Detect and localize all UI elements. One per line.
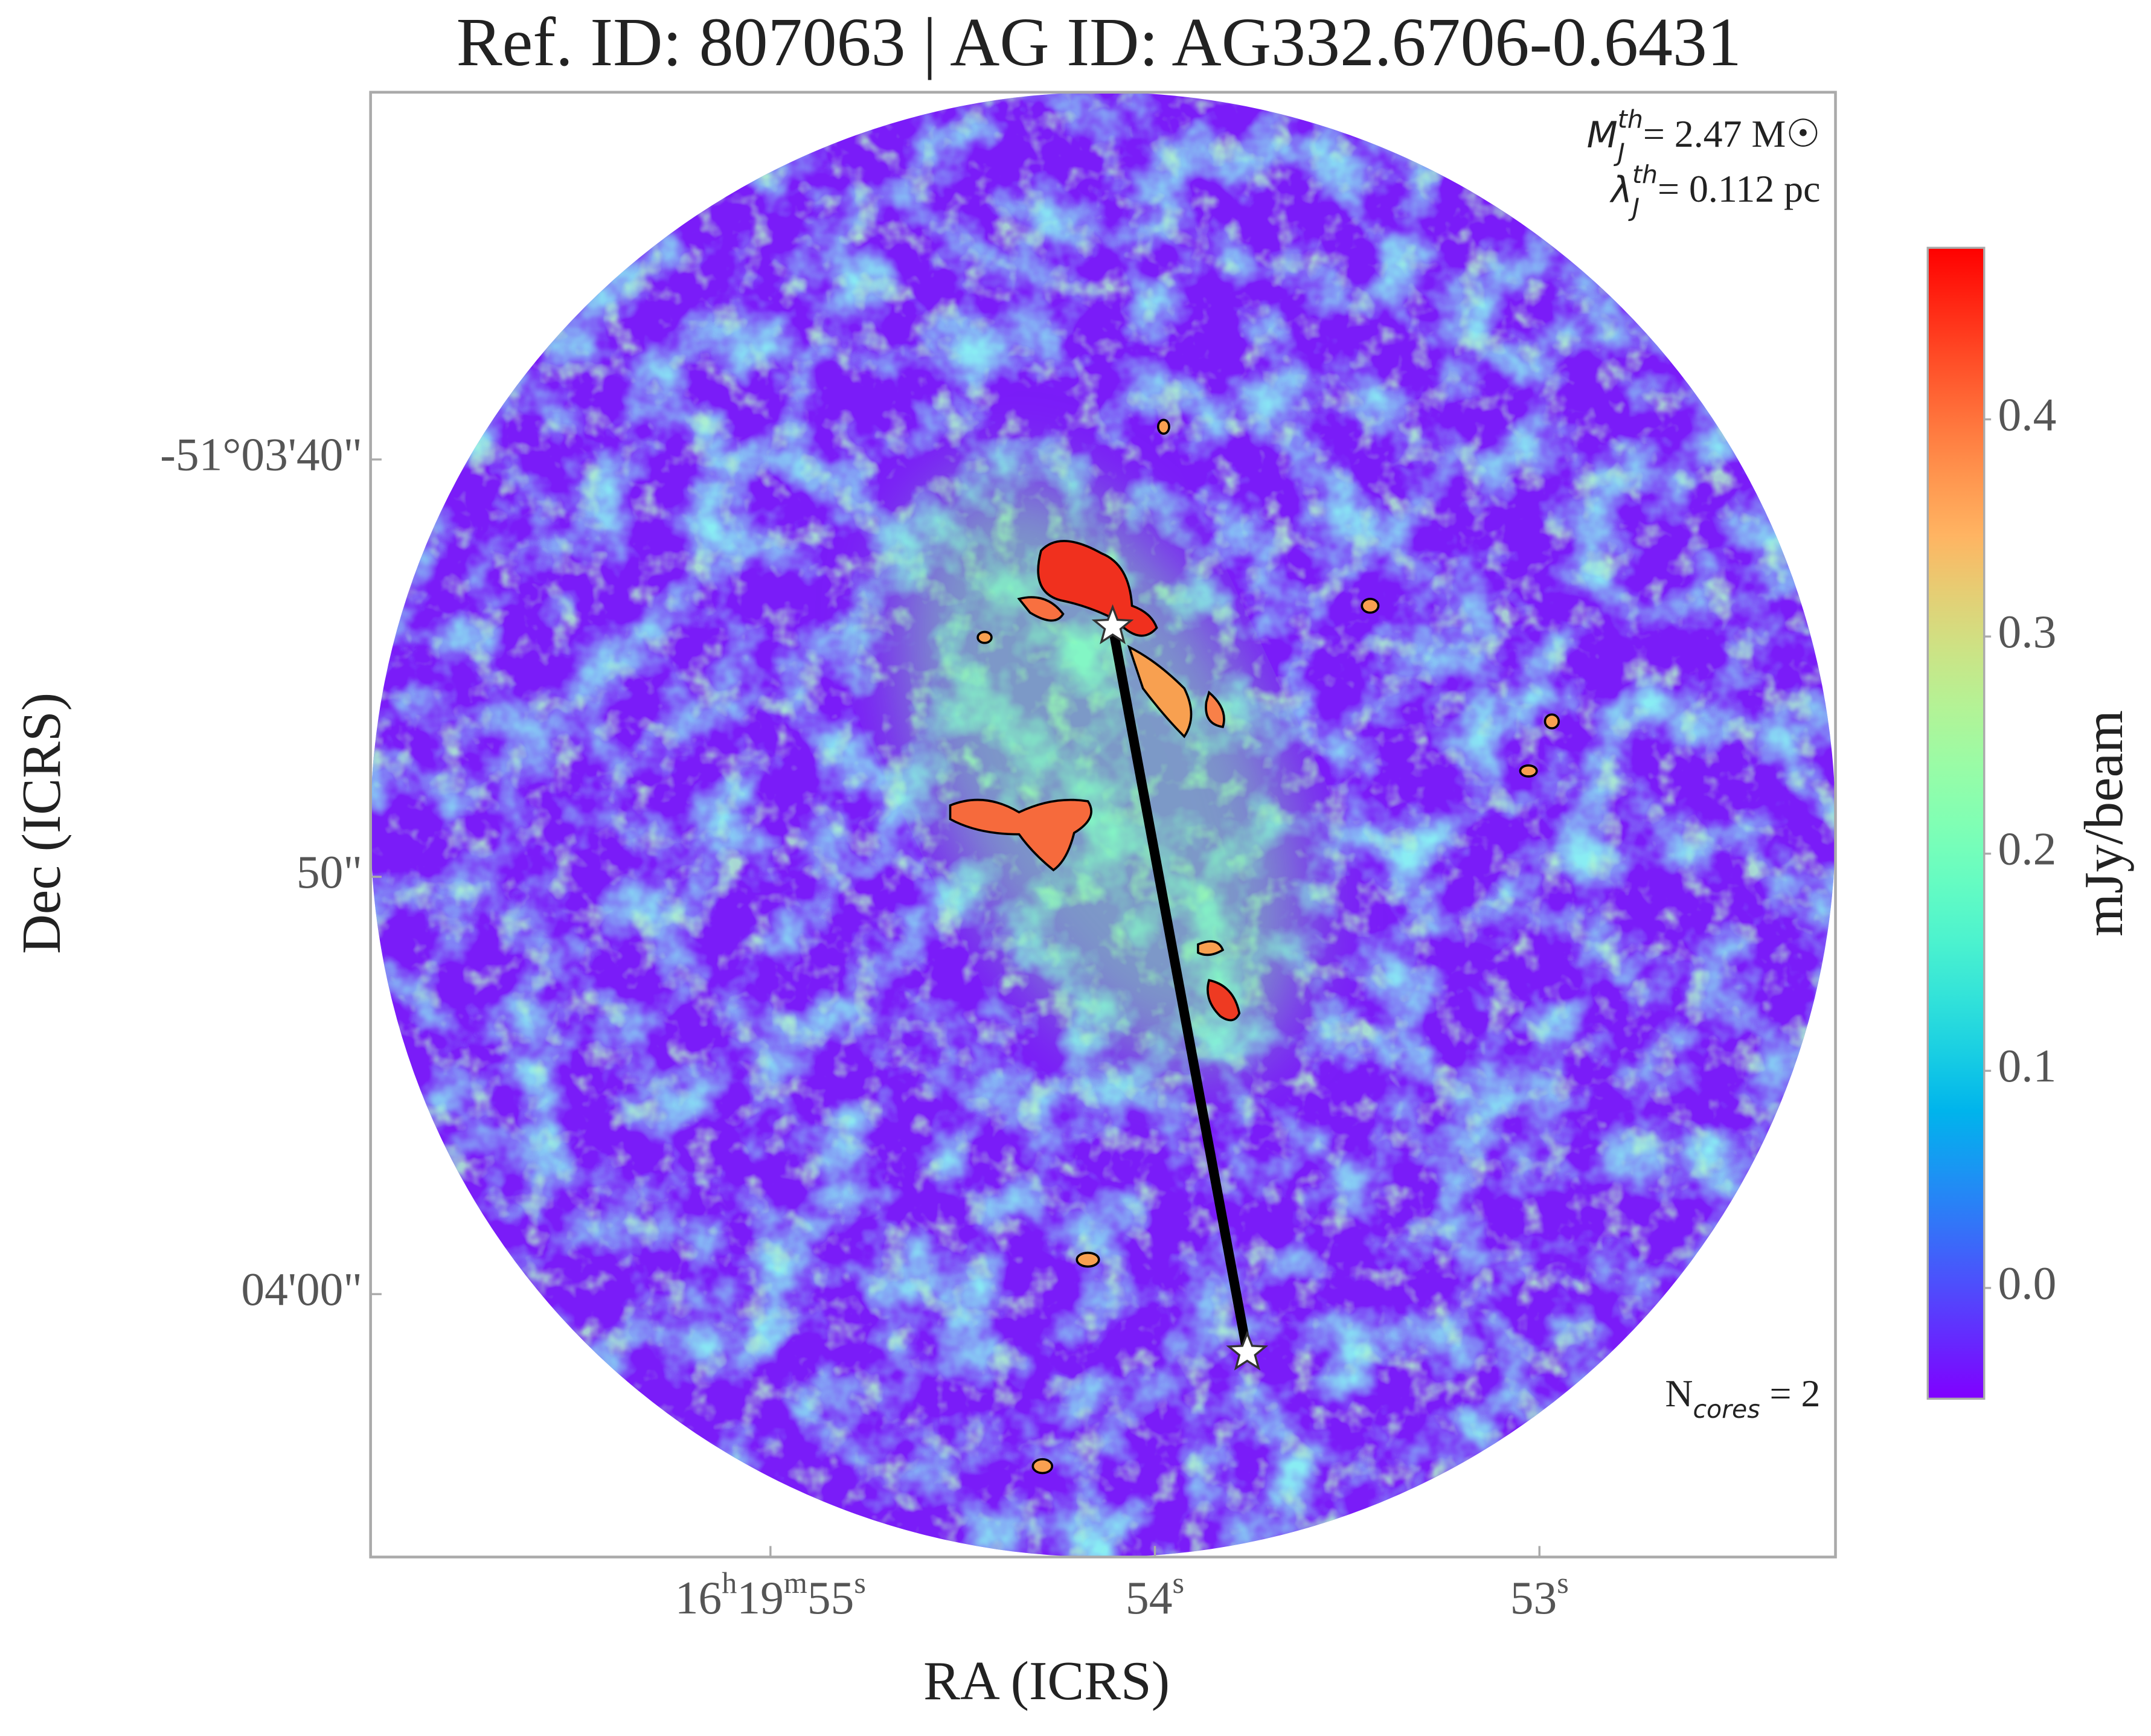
core-marker	[1091, 604, 1134, 644]
x-tick-label: 54s	[1126, 1565, 1184, 1623]
annotation-sup: th	[1618, 105, 1643, 134]
x-tick-label: 53s	[1510, 1565, 1569, 1623]
core-link	[1108, 625, 1252, 1354]
annotation: Ncores = 2	[1665, 1372, 1820, 1424]
annotation-text: = 2.47 M☉	[1643, 112, 1821, 155]
annotation-text: = 2	[1760, 1372, 1821, 1415]
x-axis-label: RA (ICRS)	[923, 1650, 1170, 1711]
x-tick-label: 16h19m55s	[675, 1565, 866, 1623]
core-marker	[1226, 1330, 1269, 1371]
y-tick-label: 50"	[297, 846, 362, 898]
annotation-base: M	[1587, 114, 1618, 156]
colorbar-tick-label: 0.4	[1998, 388, 2057, 440]
colorbar-tick-label: 0.0	[1998, 1257, 2057, 1309]
annotation: λth J = 0.112 pc	[1609, 160, 1821, 222]
emission-contours	[949, 418, 1560, 1475]
y-axis-label: Dec (ICRS)	[11, 693, 72, 954]
colorbar-tick-label: 0.1	[1998, 1040, 2057, 1092]
annotation: Mth J = 2.47 M☉	[1587, 105, 1821, 167]
annotation-base: N	[1665, 1372, 1693, 1415]
colorbar-tick-label: 0.2	[1998, 823, 2057, 875]
intensity-map	[370, 92, 1836, 1557]
annotation-sup: th	[1632, 160, 1658, 189]
annotation-text: = 0.112 pc	[1658, 167, 1820, 210]
colorbar-tick-label: 0.3	[1998, 606, 2057, 658]
y-tick-label: -51°03'40"	[160, 429, 362, 481]
annotation-base: λ	[1609, 169, 1632, 211]
y-tick-label: 04'00"	[241, 1263, 362, 1315]
annotation-sub: cores	[1693, 1395, 1760, 1424]
chart-title: Ref. ID: 807063 | AG ID: AG332.6706-0.64…	[457, 4, 1742, 80]
colorbar	[1926, 246, 1986, 1400]
plot-frame	[369, 91, 1837, 1558]
colorbar-label: mJy/beam	[2073, 710, 2134, 937]
